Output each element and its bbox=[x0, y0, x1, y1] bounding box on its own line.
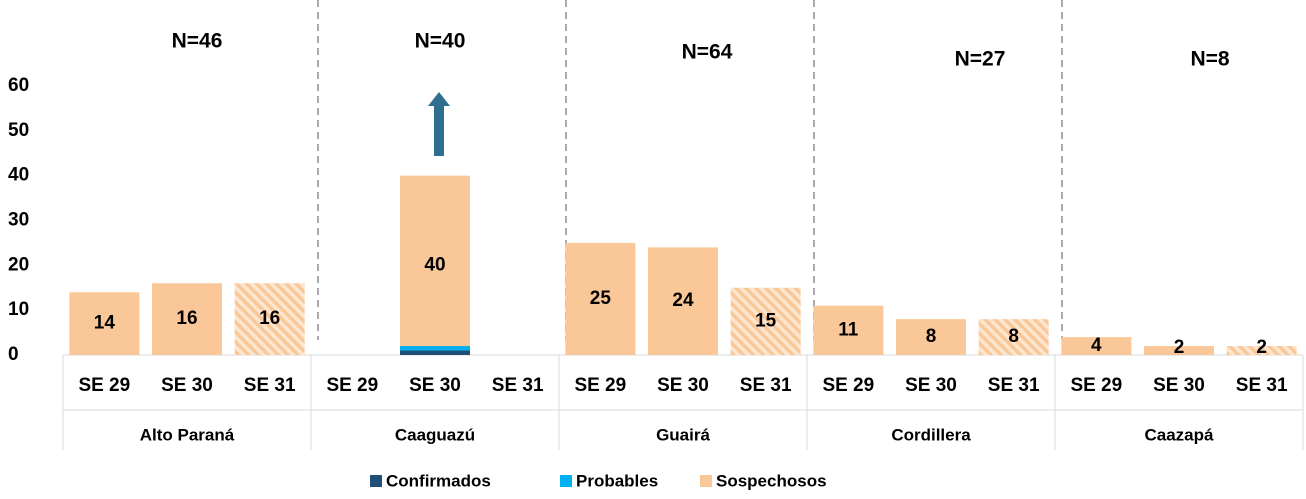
data-label: 8 bbox=[926, 326, 937, 347]
legend-label: Probables bbox=[576, 471, 658, 490]
bar bbox=[1061, 337, 1132, 355]
group-label: Alto Paraná bbox=[140, 425, 235, 444]
bar bbox=[813, 305, 884, 355]
data-label: 2 bbox=[1256, 337, 1267, 358]
group-label: Caazapá bbox=[1145, 425, 1215, 444]
bar bbox=[234, 283, 305, 355]
data-label: 8 bbox=[1008, 326, 1019, 347]
bar bbox=[152, 283, 222, 355]
bar bbox=[565, 242, 636, 355]
data-label: 16 bbox=[259, 308, 280, 329]
x-tick-label: SE 30 bbox=[409, 375, 461, 396]
x-tick-label: SE 29 bbox=[326, 375, 378, 396]
data-label: 25 bbox=[590, 288, 612, 309]
annotation: N=8 bbox=[1190, 48, 1229, 71]
bar bbox=[1144, 346, 1214, 355]
x-tick-label: SE 31 bbox=[492, 375, 544, 396]
x-tick-label: SE 31 bbox=[740, 375, 792, 396]
legend-label: Confirmados bbox=[386, 471, 491, 490]
group-label: Cordillera bbox=[891, 425, 971, 444]
x-tick-label: SE 29 bbox=[78, 375, 130, 396]
x-tick-label: SE 30 bbox=[1153, 375, 1205, 396]
x-tick-label: SE 29 bbox=[574, 375, 626, 396]
annotation: N=27 bbox=[955, 48, 1006, 71]
bar bbox=[69, 292, 140, 355]
x-tick-label: SE 31 bbox=[244, 375, 296, 396]
annotation: N=40 bbox=[415, 30, 466, 53]
data-label: 16 bbox=[176, 308, 197, 329]
annotation: N=64 bbox=[682, 41, 733, 64]
x-tick-label: SE 31 bbox=[988, 375, 1040, 396]
legend-swatch bbox=[700, 475, 712, 487]
bar bbox=[730, 287, 801, 355]
x-tick-label: SE 30 bbox=[161, 375, 213, 396]
data-label: 2 bbox=[1174, 337, 1185, 358]
bar bbox=[400, 175, 470, 347]
legend-swatch bbox=[370, 475, 382, 487]
legend-label: Sospechosos bbox=[716, 471, 827, 490]
arrow bbox=[428, 92, 450, 156]
x-tick-label: SE 30 bbox=[905, 375, 957, 396]
y-tick-label: 20 bbox=[8, 254, 29, 275]
group-label: Guairá bbox=[656, 425, 710, 444]
bar bbox=[400, 346, 470, 351]
bar bbox=[1226, 346, 1297, 355]
bar bbox=[400, 350, 470, 355]
data-label: 14 bbox=[94, 313, 116, 334]
x-tick-label: SE 30 bbox=[657, 375, 709, 396]
y-tick-label: 50 bbox=[8, 120, 29, 141]
legend-swatch bbox=[560, 475, 572, 487]
y-tick-label: 30 bbox=[8, 210, 29, 231]
group-label: Caaguazú bbox=[395, 425, 475, 444]
y-tick-label: 10 bbox=[8, 299, 29, 320]
y-tick-label: 60 bbox=[8, 75, 29, 96]
bar bbox=[978, 319, 1049, 355]
x-tick-label: SE 29 bbox=[1070, 375, 1122, 396]
data-label: 15 bbox=[755, 310, 777, 331]
x-tick-label: SE 31 bbox=[1236, 375, 1288, 396]
bar bbox=[896, 319, 966, 355]
data-label: 40 bbox=[424, 254, 445, 275]
x-tick-label: SE 29 bbox=[822, 375, 874, 396]
data-label: 11 bbox=[838, 319, 859, 340]
y-tick-label: 0 bbox=[8, 344, 19, 365]
data-label: 24 bbox=[672, 290, 694, 311]
bar bbox=[648, 247, 718, 355]
y-tick-label: 40 bbox=[8, 165, 29, 186]
annotation: N=46 bbox=[172, 30, 223, 53]
data-label: 4 bbox=[1091, 335, 1102, 356]
